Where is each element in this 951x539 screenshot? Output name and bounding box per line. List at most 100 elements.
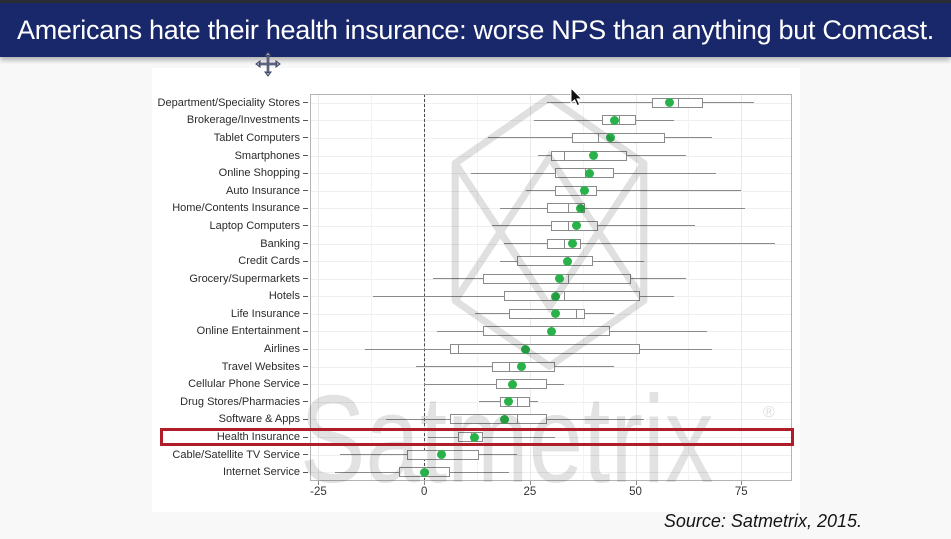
row-median-line bbox=[457, 344, 459, 355]
vgrid-line bbox=[635, 94, 637, 481]
y-tick bbox=[303, 348, 308, 350]
y-tick bbox=[303, 436, 308, 438]
y-tick bbox=[303, 225, 308, 227]
row-median-line bbox=[563, 238, 565, 249]
category-label: Laptop Computers bbox=[152, 217, 308, 235]
category-label: Home/Contents Insurance bbox=[152, 200, 308, 218]
chart-panel[interactable]: Department/Speciality Stores Brokerage/In… bbox=[152, 68, 800, 512]
vgrid-minor-line bbox=[371, 94, 373, 481]
row-box bbox=[496, 379, 547, 390]
y-tick bbox=[303, 366, 308, 368]
y-tick bbox=[303, 278, 308, 280]
category-label-text: Smartphones bbox=[234, 149, 300, 162]
nps-dot bbox=[588, 151, 598, 161]
category-label: Life Insurance bbox=[152, 305, 308, 323]
nps-dot bbox=[419, 467, 429, 477]
row-median-line bbox=[576, 308, 578, 319]
hgrid-line bbox=[310, 437, 792, 439]
hgrid-line bbox=[310, 384, 792, 386]
y-tick bbox=[303, 295, 308, 297]
row-median-line bbox=[597, 132, 599, 143]
x-tick-label: -25 bbox=[310, 486, 327, 498]
category-label-text: Banking bbox=[260, 237, 300, 250]
row-box bbox=[504, 291, 640, 302]
category-label-text: Cable/Satellite TV Service bbox=[172, 448, 300, 461]
y-tick bbox=[303, 260, 308, 262]
row-median-line bbox=[508, 361, 510, 372]
category-label: Brokerage/Investments bbox=[152, 112, 308, 130]
category-label: Airlines bbox=[152, 340, 308, 358]
y-tick bbox=[303, 137, 308, 139]
nps-dot bbox=[499, 414, 509, 424]
nps-dot bbox=[508, 379, 518, 389]
category-label: Drug Stores/Pharmacies bbox=[152, 393, 308, 411]
nps-dot bbox=[664, 98, 674, 108]
row-median-line bbox=[563, 291, 565, 302]
category-label-text: Grocery/Supermarkets bbox=[189, 272, 300, 285]
category-label: Cellular Phone Service bbox=[152, 375, 308, 393]
category-label: Online Shopping bbox=[152, 164, 308, 182]
vgrid-minor-line bbox=[688, 94, 690, 481]
row-box bbox=[555, 185, 598, 196]
category-label-text: Software & Apps bbox=[218, 413, 300, 426]
category-label-text: Department/Speciality Stores bbox=[157, 96, 300, 109]
y-tick bbox=[303, 471, 308, 473]
category-axis: Department/Speciality Stores Brokerage/In… bbox=[152, 94, 308, 481]
row-median-line bbox=[567, 220, 569, 231]
row-box bbox=[500, 396, 530, 407]
nps-dot bbox=[567, 239, 577, 249]
y-tick bbox=[303, 313, 308, 315]
category-label: Hotels bbox=[152, 288, 308, 306]
row-median-line bbox=[563, 150, 565, 161]
category-label: Online Entertainment bbox=[152, 323, 308, 341]
category-label: Credit Cards bbox=[152, 252, 308, 270]
category-label-text: Credit Cards bbox=[238, 255, 300, 268]
row-box bbox=[517, 256, 594, 267]
x-tick-label: 0 bbox=[420, 486, 428, 498]
row-median-line bbox=[567, 273, 569, 284]
x-axis: -25 0 25 50 75 bbox=[310, 481, 792, 507]
source-note: Source: Satmetrix, 2015. bbox=[663, 511, 862, 531]
category-label: Banking bbox=[152, 235, 308, 253]
y-tick bbox=[303, 243, 308, 244]
move-cursor-icon bbox=[255, 51, 281, 77]
page-title: Americans hate their health insurance: w… bbox=[17, 14, 934, 45]
nps-dot bbox=[521, 344, 531, 354]
health-insurance-highlight-box bbox=[160, 427, 794, 447]
y-tick bbox=[303, 172, 308, 174]
x-tick bbox=[424, 481, 426, 485]
row-whisker bbox=[428, 436, 556, 438]
nps-dot bbox=[563, 256, 573, 266]
hgrid-line bbox=[310, 454, 792, 456]
y-tick bbox=[303, 190, 308, 192]
row-median-line bbox=[567, 203, 569, 214]
category-label-text: Hotels bbox=[268, 290, 300, 303]
x-tick bbox=[529, 481, 531, 485]
x-tick bbox=[635, 481, 637, 485]
category-label-text: Health Insurance bbox=[216, 431, 300, 443]
row-median-line bbox=[517, 396, 519, 407]
title-bar[interactable]: Americans hate their health insurance: w… bbox=[0, 0, 951, 57]
category-label-text: Life Insurance bbox=[230, 307, 300, 320]
nps-dot bbox=[584, 168, 594, 178]
row-whisker bbox=[546, 102, 754, 104]
y-tick bbox=[303, 401, 308, 403]
hgrid-line bbox=[310, 401, 792, 403]
category-label-text: Online Entertainment bbox=[196, 325, 300, 338]
nps-dot bbox=[546, 326, 556, 336]
category-label-text: Home/Contents Insurance bbox=[172, 202, 300, 215]
category-label-text: Tablet Computers bbox=[213, 131, 300, 144]
x-tick-label: 25 bbox=[523, 486, 537, 498]
y-tick bbox=[303, 330, 308, 332]
category-label: Software & Apps bbox=[152, 411, 308, 429]
x-tick-label: 50 bbox=[629, 486, 642, 498]
nps-dot bbox=[470, 432, 480, 442]
zero-reference-line bbox=[424, 94, 426, 481]
nps-dot bbox=[576, 203, 586, 213]
nps-dot bbox=[550, 291, 560, 301]
row-box bbox=[572, 132, 666, 143]
y-tick bbox=[303, 102, 308, 104]
y-tick bbox=[303, 454, 308, 456]
y-tick bbox=[303, 119, 308, 121]
category-label-text: Internet Service bbox=[222, 466, 300, 479]
